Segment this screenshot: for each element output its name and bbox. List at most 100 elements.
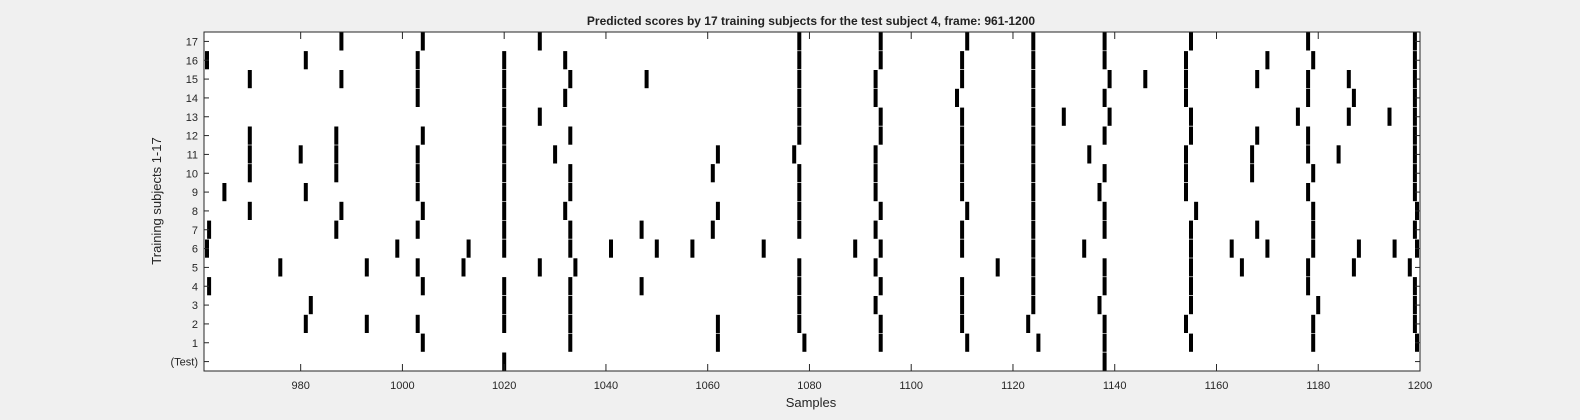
score-mark: [415, 51, 420, 70]
score-mark: [537, 32, 542, 51]
score-mark: [1189, 107, 1193, 126]
score-mark: [710, 220, 715, 239]
score-mark: [873, 296, 878, 315]
score-mark: [960, 239, 965, 258]
score-mark: [1412, 277, 1417, 296]
score-mark: [878, 201, 883, 220]
score-mark: [873, 88, 878, 107]
score-mark: [1189, 277, 1193, 296]
score-mark: [1412, 51, 1417, 70]
score-mark: [1102, 258, 1107, 277]
score-mark: [1026, 314, 1031, 333]
score-mark: [415, 145, 420, 164]
score-mark: [1316, 296, 1321, 315]
score-mark: [1239, 258, 1244, 277]
score-mark: [563, 88, 568, 107]
score-mark: [639, 220, 644, 239]
score-mark: [1184, 70, 1188, 89]
score-mark: [802, 333, 807, 352]
score-mark: [553, 145, 558, 164]
score-mark: [420, 32, 425, 51]
score-mark: [1189, 296, 1193, 315]
score-mark: [502, 220, 507, 239]
score-mark: [1031, 32, 1036, 51]
score-mark: [960, 70, 965, 89]
y-tick-label: 1: [192, 338, 198, 350]
x-tick-label: 1180: [1306, 380, 1330, 392]
score-mark: [1412, 296, 1417, 315]
score-mark: [1102, 220, 1107, 239]
score-mark: [797, 314, 802, 333]
score-mark: [797, 32, 802, 51]
score-mark: [568, 164, 573, 183]
score-mark: [303, 183, 308, 202]
score-mark: [395, 239, 400, 258]
score-mark: [568, 126, 573, 145]
score-mark: [563, 201, 568, 220]
score-mark: [853, 239, 858, 258]
score-mark: [878, 51, 883, 70]
y-tick-label: 15: [186, 74, 198, 86]
score-mark: [568, 220, 573, 239]
score-mark: [1184, 164, 1188, 183]
y-tick-label: 10: [186, 168, 198, 180]
score-mark: [308, 296, 313, 315]
plot-area: [204, 32, 1420, 371]
score-mark: [222, 183, 227, 202]
score-mark: [878, 314, 883, 333]
score-mark: [1184, 51, 1188, 70]
x-axis-label: Samples: [786, 395, 837, 410]
y-tick-label: 4: [192, 281, 198, 293]
score-mark: [797, 296, 802, 315]
score-mark: [1412, 32, 1417, 51]
y-tick-label: 5: [192, 262, 198, 274]
x-tick-label: 1120: [1001, 380, 1025, 392]
score-mark: [502, 296, 507, 315]
y-tick-label: 9: [192, 187, 198, 199]
score-mark: [1107, 70, 1112, 89]
score-mark: [639, 277, 644, 296]
score-mark: [1102, 352, 1107, 371]
score-mark: [1097, 296, 1102, 315]
score-mark: [568, 314, 573, 333]
score-mark: [563, 51, 568, 70]
score-mark: [1031, 296, 1036, 315]
y-tick-label: 8: [192, 206, 198, 218]
score-mark: [873, 145, 878, 164]
score-mark: [715, 314, 720, 333]
score-mark: [873, 258, 878, 277]
score-mark: [960, 164, 965, 183]
score-mark: [644, 70, 649, 89]
score-mark: [1031, 239, 1036, 258]
score-mark: [1311, 239, 1316, 258]
score-mark: [715, 145, 720, 164]
score-mark: [797, 277, 802, 296]
score-mark: [960, 183, 965, 202]
score-mark: [303, 314, 308, 333]
score-mark: [1102, 51, 1107, 70]
score-mark: [1306, 183, 1311, 202]
score-mark: [502, 239, 507, 258]
score-mark: [1102, 164, 1107, 183]
y-tick-label: (Test): [171, 357, 199, 369]
score-mark: [878, 32, 883, 51]
score-mark: [1031, 164, 1036, 183]
score-mark: [797, 183, 802, 202]
score-mark: [1412, 145, 1417, 164]
y-tick-label: 3: [192, 300, 198, 312]
score-mark: [1265, 239, 1270, 258]
score-mark: [568, 239, 573, 258]
score-mark: [339, 70, 344, 89]
score-mark: [415, 258, 420, 277]
y-tick-label: 2: [192, 319, 198, 331]
x-tick-label: 1100: [899, 380, 923, 392]
y-tick-label: 17: [186, 36, 198, 48]
score-mark: [1189, 258, 1193, 277]
y-tick-label: 16: [186, 55, 198, 67]
score-mark: [461, 258, 466, 277]
score-mark: [537, 107, 542, 126]
score-mark: [568, 277, 573, 296]
score-mark: [420, 277, 425, 296]
score-mark: [1102, 333, 1107, 352]
